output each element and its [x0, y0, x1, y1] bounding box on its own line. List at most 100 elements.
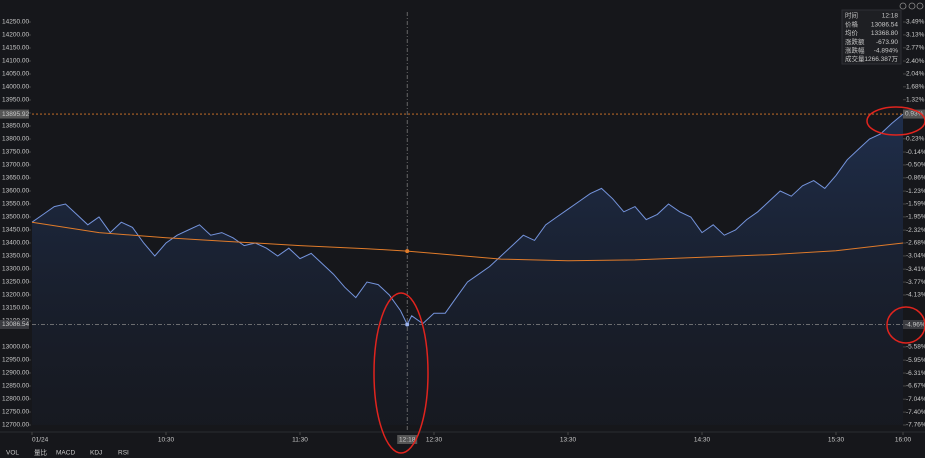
x-tick-label: 10:30	[158, 437, 175, 444]
crosshair-time-box	[397, 435, 418, 444]
crosshair-pct-box	[903, 319, 925, 329]
y-tick-label: 13450.00	[2, 227, 29, 234]
y2-tick-label: -3.04%	[906, 253, 925, 260]
toolbar-icon[interactable]	[908, 2, 916, 10]
y2-tick-label: -0.86%	[906, 175, 925, 182]
tooltip-value: 13086.54	[871, 21, 898, 28]
y-tick-label: 13600.00	[2, 188, 29, 195]
highlight-ellipse	[866, 106, 925, 136]
crosshair-price-box	[0, 319, 29, 329]
y-tick-label: 13950.00	[2, 97, 29, 104]
y2-tick-label: -4.13%	[906, 292, 925, 299]
y-tick-label: 13700.00	[2, 162, 29, 169]
last-pct-label: 0.93%	[905, 110, 924, 117]
x-tick-label: 01/24	[32, 437, 49, 444]
y2-tick-label: 1.68%	[906, 84, 925, 91]
tooltip-value: 12:18	[882, 13, 899, 20]
y2-tick-label: -0.50%	[906, 162, 925, 169]
y-tick-label: 14200.00	[2, 32, 29, 39]
tooltip-box	[841, 9, 902, 65]
average-dot	[405, 249, 410, 254]
last-pct-box	[903, 109, 925, 119]
y2-tick-label: 2.77%	[906, 45, 925, 52]
crosshair-time-label: 12:18	[399, 437, 416, 444]
x-tick-label: 15:30	[828, 437, 845, 444]
y-tick-label: 13800.00	[2, 136, 29, 143]
y2-tick-label: 1.32%	[906, 96, 925, 103]
last-price-box	[0, 109, 29, 119]
y-tick-label: 13300.00	[2, 266, 29, 273]
tooltip-key: 涨跌幅	[845, 46, 865, 55]
y2-tick-label: -3.41%	[906, 266, 925, 273]
toolbar-icon[interactable]	[916, 2, 924, 10]
y-tick-label: 14150.00	[2, 45, 29, 52]
y-tick-label: 13750.00	[2, 149, 29, 156]
indicator-tab[interactable]: MACD	[56, 450, 75, 457]
price-line	[31, 113, 904, 326]
y-tick-label: 13400.00	[2, 240, 29, 247]
indicator-tab[interactable]: VOL	[6, 450, 19, 457]
tooltip-key: 时间	[845, 11, 858, 20]
y-tick-label: 12750.00	[2, 409, 29, 416]
tooltip-value: -4.894%	[874, 48, 898, 55]
y2-tick-label: -2.68%	[906, 240, 925, 247]
y2-tick-label: -5.95%	[906, 357, 925, 364]
y2-tick-label: -2.32%	[906, 227, 925, 234]
y2-tick-label: -6.67%	[906, 383, 925, 390]
x-tick-label: 12:30	[426, 437, 443, 444]
y-tick-label: 14050.00	[2, 71, 29, 78]
toolbar-icon[interactable]	[899, 2, 907, 10]
y-tick-label: 12800.00	[2, 396, 29, 403]
y2-tick-label: -7.40%	[906, 409, 925, 416]
y-tick-label: 13550.00	[2, 201, 29, 208]
tooltip-key: 涨跌额	[845, 37, 865, 46]
y2-tick-label: -1.59%	[906, 201, 925, 208]
tooltip-value: -673.90	[876, 39, 898, 46]
plot: 14250.00 14200.00 14150.00 14100.00 14050.00…	[0, 9, 925, 457]
y-tick-label: 12950.00	[2, 357, 29, 364]
y2-tick-label: -7.04%	[906, 396, 925, 403]
y-tick-label: 13850.00	[2, 123, 29, 130]
price-area	[32, 114, 903, 425]
y-tick-label: 12900.00	[2, 370, 29, 377]
tooltip-value: 13368.80	[871, 30, 898, 37]
indicator-tab[interactable]: 量比	[34, 448, 48, 457]
highlight-ellipse	[886, 306, 925, 344]
tooltip-key: 成交量	[845, 54, 865, 63]
tooltip-value: 1266.387万	[864, 55, 898, 63]
annotations	[373, 106, 925, 454]
y2-tick-label: -5.58%	[906, 344, 925, 351]
tooltip-key: 价格	[845, 19, 859, 28]
tooltip-key: 均价	[845, 28, 859, 37]
y2-tick-label: -7.76%	[906, 422, 925, 429]
y-tick-label: 14000.00	[2, 84, 29, 91]
x-tick-label: 11:30	[292, 437, 308, 444]
y2-tick-label: -1.95%	[906, 214, 925, 221]
y2-tick-label: -1.23%	[906, 188, 925, 195]
x-tick-label: 13:30	[560, 437, 577, 444]
indicator-tab[interactable]: KDJ	[90, 450, 102, 457]
y-tick-label: 13250.00	[2, 279, 29, 286]
y-tick-label: 13650.00	[2, 175, 29, 182]
crosshair-dot	[405, 322, 410, 327]
y2-tick-label: 3.13%	[906, 32, 925, 39]
y2-tick-label: 2.04%	[906, 71, 925, 78]
y-tick-label: 13500.00	[2, 214, 29, 221]
highlight-ellipse	[373, 292, 429, 454]
y2-tick-label: 3.49%	[906, 19, 925, 26]
y-tick-label: 13150.00	[2, 305, 29, 312]
y-tick-label: 13200.00	[2, 292, 29, 299]
y2-tick-label: 0.23%	[906, 135, 925, 142]
x-tick-label: 14:30	[694, 437, 711, 444]
average-line	[31, 221, 904, 262]
y-tick-label: 13000.00	[2, 344, 29, 351]
y-tick-label: 14250.00	[2, 19, 29, 26]
y-tick-label: 14100.00	[2, 58, 29, 65]
x-tick-label: 16:00	[895, 437, 912, 444]
y2-tick-label: -0.14%	[906, 149, 925, 156]
y-tick-label: 12850.00	[2, 383, 29, 390]
last-price-label: 13895.92	[2, 111, 29, 118]
y-tick-label: 13350.00	[2, 253, 29, 260]
indicator-tab[interactable]: RSI	[118, 450, 129, 457]
